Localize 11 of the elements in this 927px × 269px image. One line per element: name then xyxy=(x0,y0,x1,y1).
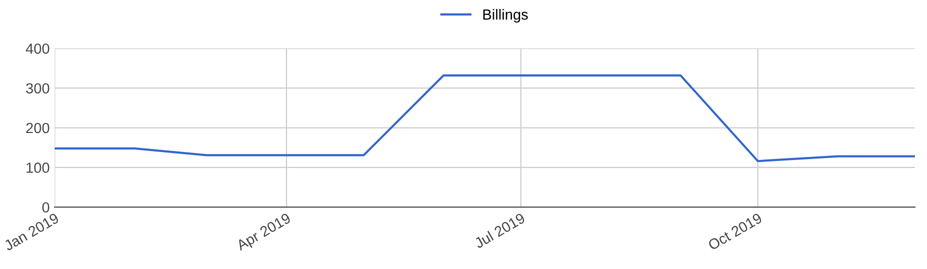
line-series xyxy=(54,74,915,162)
y-tick-label: 0 xyxy=(42,202,50,213)
x-tick-label: Jul 2019 xyxy=(473,212,526,249)
y-tick-label: 200 xyxy=(26,122,50,134)
x-tick-label: Oct 2019 xyxy=(707,212,763,251)
y-tick-label: 400 xyxy=(26,44,50,54)
x-tick-label: Jan 2019 xyxy=(3,212,60,252)
x-tick-label: Apr 2019 xyxy=(235,212,293,254)
legend-label: Billings xyxy=(483,9,528,23)
y-tick-label: 300 xyxy=(26,83,50,94)
y-tick-label: 100 xyxy=(26,162,50,173)
